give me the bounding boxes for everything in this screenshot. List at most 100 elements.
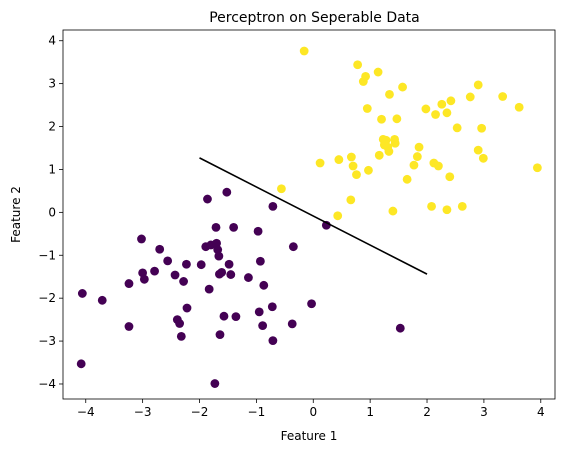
scatter-point-class-0 (124, 322, 134, 331)
x-tick-label: 3 (480, 405, 488, 419)
scatter-point-class-0 (215, 330, 225, 340)
scatter-point-class-1 (434, 161, 443, 171)
scatter-point-class-1 (352, 170, 361, 180)
y-tick-label: 0 (48, 205, 56, 219)
scatter-point-class-0 (124, 279, 134, 288)
x-tick-label: 4 (537, 405, 545, 419)
chart-title: Perceptron on Seperable Data (209, 10, 420, 26)
scatter-point-class-1 (437, 99, 447, 109)
y-tick-label: 3 (48, 77, 56, 91)
x-tick-label: 0 (309, 405, 317, 419)
scatter-point-class-0 (255, 256, 265, 266)
scatter-point-class-1 (412, 152, 422, 161)
scatter-point-class-1 (362, 104, 372, 113)
scatter-point-class-0 (288, 242, 298, 252)
scatter-point-class-1 (315, 158, 325, 168)
scatter-point-class-0 (268, 336, 278, 346)
scatter-point-class-0 (182, 303, 192, 313)
scatter-point-class-1 (384, 147, 394, 156)
scatter-point-class-0 (170, 270, 180, 280)
scatter-point-class-0 (244, 273, 253, 282)
x-tick-label: −2 (191, 405, 209, 419)
x-tick-label: −4 (77, 405, 95, 419)
y-axis-label: Feature 2 (9, 186, 23, 243)
scatter-point-class-1 (381, 135, 391, 145)
x-tick-label: −1 (248, 405, 266, 419)
scatter-point-class-0 (76, 359, 86, 369)
scatter-point-class-1 (361, 71, 370, 81)
y-tick-label: −1 (38, 248, 56, 262)
scatter-point-class-1 (457, 201, 467, 211)
scatter-point-class-0 (179, 277, 188, 286)
y-tick-label: −4 (38, 377, 56, 391)
scatter-point-class-0 (287, 319, 297, 329)
scatter-point-class-1 (398, 82, 407, 92)
scatter-point-class-0 (217, 268, 227, 277)
plot-frame (62, 29, 556, 400)
scatter-point-class-0 (267, 302, 277, 312)
scatter-point-class-1 (299, 46, 309, 56)
plot-area (62, 29, 556, 400)
scatter-point-class-1 (477, 123, 487, 133)
scatter-point-class-1 (409, 160, 419, 170)
scatter-point-class-1 (532, 163, 542, 173)
scatter-point-class-1 (353, 60, 363, 70)
scatter-point-class-1 (478, 153, 488, 163)
y-tick-label: 2 (48, 120, 56, 134)
scatter-point-class-0 (175, 319, 185, 328)
x-tick-label: −3 (134, 405, 152, 419)
scatter-point-class-0 (226, 270, 236, 279)
scatter-point-class-1 (346, 152, 356, 162)
y-axis: −4 −3 −2 −1 0 1 2 3 4 (38, 34, 63, 391)
scatter-point-class-1 (421, 104, 431, 114)
scatter-point-class-1 (385, 89, 394, 99)
y-tick-label: 4 (48, 34, 56, 48)
scatter-point-class-1 (427, 201, 436, 211)
scatter-point-class-1 (465, 92, 475, 102)
scatter-point-class-1 (364, 165, 373, 175)
decision-boundary-line (199, 157, 428, 275)
scatter-point-class-0 (258, 321, 268, 331)
scatter-point-class-1 (446, 96, 456, 106)
scatter-point-class-0 (137, 234, 146, 244)
x-axis: −4 −3 −2 −1 0 1 2 3 4 (77, 399, 545, 419)
scatter-point-class-0 (219, 311, 229, 321)
scatter-point-class-1 (390, 138, 400, 148)
scatter-point-class-1 (333, 211, 343, 221)
scatter-point-class-0 (204, 284, 214, 294)
scatter-point-class-0 (196, 260, 206, 270)
scatter-point-class-1 (414, 142, 424, 152)
scatter-point-class-1 (277, 184, 286, 194)
scatter-point-class-1 (473, 80, 483, 90)
scatter-point-class-1 (514, 102, 524, 112)
scatter-point-class-1 (373, 67, 383, 77)
scatter-point-class-0 (253, 226, 263, 236)
scatter-point-class-0 (77, 289, 87, 298)
scatter-point-class-0 (231, 312, 241, 322)
y-tick-label: −3 (38, 334, 56, 348)
scatter-point-class-0 (268, 201, 278, 211)
scatter-point-class-0 (224, 259, 234, 269)
scatter-point-class-0 (163, 256, 173, 266)
scatter-point-class-0 (307, 299, 316, 309)
scatter-point-class-1 (402, 174, 412, 184)
scatter-point-class-0 (395, 323, 405, 333)
scatter-point-class-0 (182, 259, 191, 269)
scatter-point-class-0 (259, 280, 269, 290)
scatter-point-class-1 (498, 92, 508, 101)
scatter-point-class-1 (442, 108, 452, 118)
scatter-point-class-0 (176, 331, 186, 341)
scatter-point-class-1 (377, 114, 386, 124)
scatter-point-class-0 (214, 251, 224, 261)
scatter-point-class-1 (374, 150, 384, 160)
scatter-point-class-1 (442, 205, 452, 215)
scatter-point-class-1 (431, 110, 440, 119)
scatter-point-class-0 (155, 244, 165, 254)
y-tick-label: 1 (48, 162, 56, 176)
decision-boundary (199, 157, 428, 275)
x-axis-label: Feature 1 (281, 429, 338, 443)
scatter-point-class-0 (210, 379, 220, 388)
scatter-point-class-1 (445, 172, 455, 182)
scatter-points (76, 46, 542, 388)
